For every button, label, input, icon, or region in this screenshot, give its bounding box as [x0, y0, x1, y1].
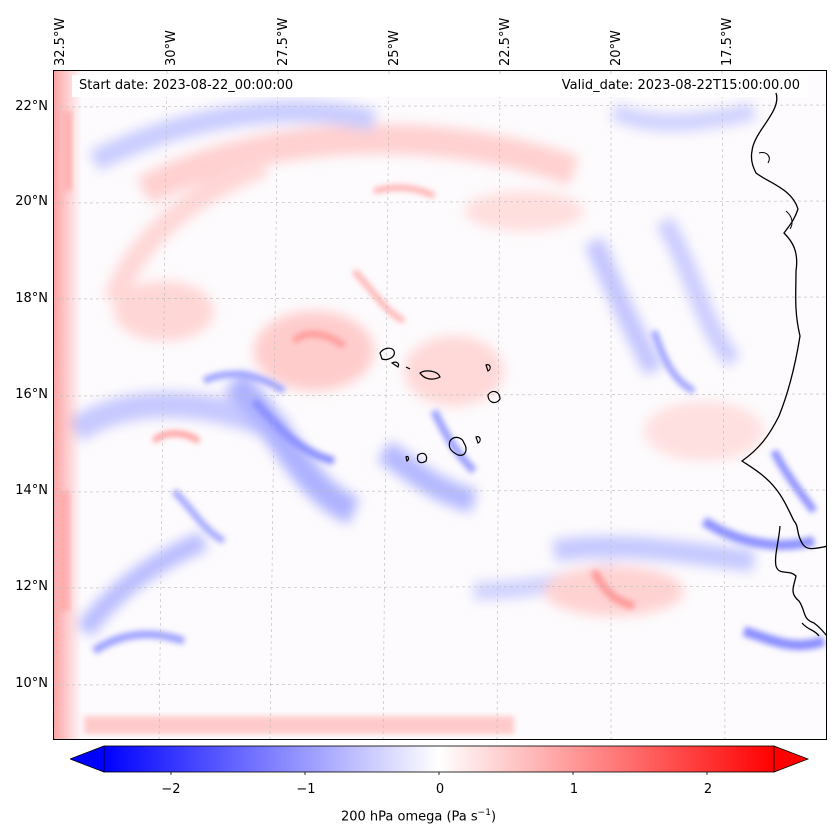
graticule: [54, 71, 826, 739]
island-maio: [475, 436, 481, 444]
lat-label-16n: 16°N: [15, 387, 48, 402]
omega-field-map: [54, 71, 826, 739]
island-sao-vicente: [390, 361, 400, 368]
lon-label-30w: 30°W: [164, 30, 179, 66]
colorbar-max-extend: [773, 745, 810, 773]
island-santiago: [448, 436, 467, 456]
colorbar-ticks: [170, 772, 708, 775]
island-fogo: [416, 452, 428, 464]
lat-label-12n: 12°N: [15, 579, 48, 594]
cb-tick-label-1: 1: [569, 782, 579, 797]
island-brava: [405, 455, 410, 462]
colorbar-gradient: [103, 745, 775, 773]
lat-label-20n: 20°N: [15, 194, 48, 209]
island-boa-vista: [487, 390, 501, 404]
coast-inlet: [758, 152, 770, 164]
coast-inlet-2: [785, 210, 793, 230]
cb-tick-label-0: 0: [435, 782, 445, 797]
cb-tick-label-2: 2: [703, 782, 713, 797]
colorbar-label: 200 hPa omega (Pa s−1): [340, 808, 497, 825]
lon-label-22-5w: 22.5°W: [498, 17, 513, 66]
lat-label-14n: 14°N: [15, 483, 48, 498]
lon-label-32-5w: 32.5°W: [53, 17, 68, 66]
omega-broad-field: [66, 100, 764, 638]
colorbar-min-extend: [70, 745, 105, 773]
lat-label-18n: 18°N: [15, 291, 48, 306]
colorbar: [70, 745, 810, 775]
valid-date-label: Valid_date: 2023-08-22T15:00:00.00: [561, 78, 800, 93]
lat-label-10n: 10°N: [15, 676, 48, 691]
start-date-label: Start date: 2023-08-22_00:00:00: [79, 78, 294, 93]
lon-label-20w: 20°W: [609, 30, 624, 66]
lon-label-17-5w: 17.5°W: [720, 17, 735, 66]
cb-tick-label-neg1: −1: [296, 782, 316, 797]
island-sao-nicolau: [419, 370, 441, 380]
lon-label-27-5w: 27.5°W: [276, 17, 291, 66]
africa-coastline: [740, 92, 826, 637]
island-santa-luzia: [405, 366, 411, 370]
omega-fine-field: [91, 184, 826, 655]
date-label-background: [72, 75, 808, 97]
bottom-boundary-band: [84, 716, 514, 734]
lon-label-25w: 25°W: [387, 30, 402, 66]
lat-label-22n: 22°N: [15, 99, 48, 114]
island-santo-antao: [379, 347, 395, 361]
map-panel: [53, 70, 827, 740]
island-sal: [485, 364, 491, 372]
cape-verde-islands: [379, 347, 501, 464]
cb-tick-label-neg2: −2: [161, 782, 181, 797]
